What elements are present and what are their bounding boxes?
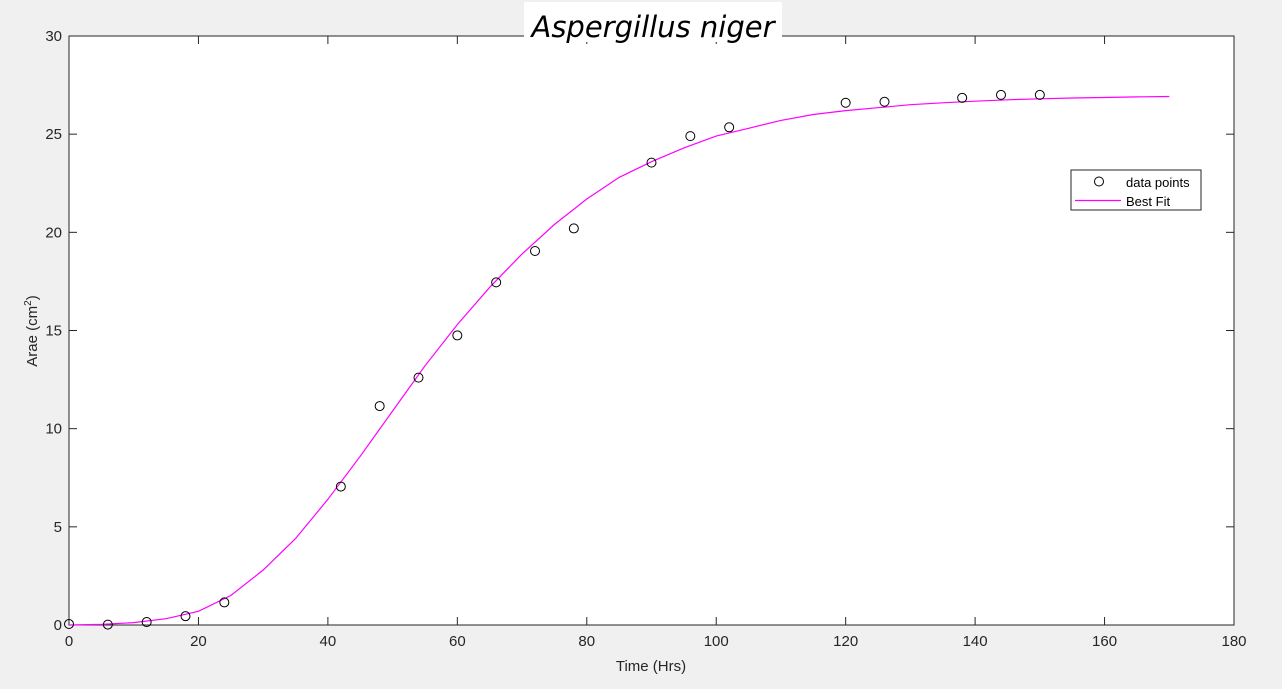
data-point (413, 372, 424, 383)
x-tick-label: 0 (65, 633, 73, 650)
data-point (957, 92, 968, 103)
legend-box (1070, 169, 1202, 211)
data-point (374, 401, 385, 412)
data-point (452, 330, 463, 341)
y-tick-label: 10 (45, 421, 62, 438)
y-axis-label-text: Arae (cm (24, 306, 41, 367)
data-point (180, 611, 191, 622)
data-point (491, 277, 502, 288)
data-point (64, 619, 74, 630)
x-tick-label: 180 (1221, 633, 1246, 650)
y-tick-label: 20 (45, 224, 62, 241)
title-box: Aspergillus niger (524, 2, 782, 44)
data-point (141, 617, 152, 628)
data-point (568, 223, 579, 234)
data-point (685, 131, 696, 142)
chart-title: Aspergillus niger (531, 10, 775, 44)
legend-label-data-points: data points (1126, 175, 1190, 190)
y-axis-label-superscript: 2 (23, 300, 34, 306)
data-point (102, 619, 113, 630)
x-tick-label: 120 (833, 633, 858, 650)
x-axis-ticks: 0 20 40 60 80 100 120 140 160 180 (65, 36, 1247, 650)
y-tick-label: 5 (54, 519, 62, 536)
best-fit-line (68, 95, 1170, 626)
data-point (724, 122, 735, 133)
series-layer (64, 89, 1170, 630)
legend: data points Best Fit (1070, 169, 1202, 211)
x-tick-label: 100 (704, 633, 729, 650)
x-axis-label: Time (Hrs) (616, 658, 686, 675)
y-axis-label: Arae (cm2) (23, 295, 41, 366)
y-tick-label: 0 (54, 617, 62, 634)
x-tick-label: 160 (1092, 633, 1117, 650)
data-point (335, 481, 346, 492)
y-tick-label: 30 (45, 28, 62, 45)
data-point (996, 89, 1006, 100)
x-tick-label: 60 (449, 633, 466, 650)
legend-label-best-fit: Best Fit (1126, 194, 1170, 209)
x-tick-label: 80 (578, 633, 595, 650)
data-point (1034, 89, 1045, 100)
plot-area (68, 35, 1235, 626)
y-tick-label: 15 (45, 323, 62, 340)
y-axis-label-close: ) (24, 295, 41, 300)
y-tick-label: 25 (45, 126, 62, 143)
y-axis-ticks: 0 5 10 15 20 25 30 (45, 28, 1234, 634)
data-point (219, 597, 230, 608)
data-point (646, 157, 657, 168)
data-point (530, 245, 540, 256)
data-point (840, 97, 851, 108)
data-point (879, 96, 890, 107)
x-tick-label: 40 (320, 633, 337, 650)
legend-marker-data-points (1094, 176, 1104, 187)
x-tick-label: 140 (963, 633, 988, 650)
x-tick-label: 20 (190, 633, 207, 650)
